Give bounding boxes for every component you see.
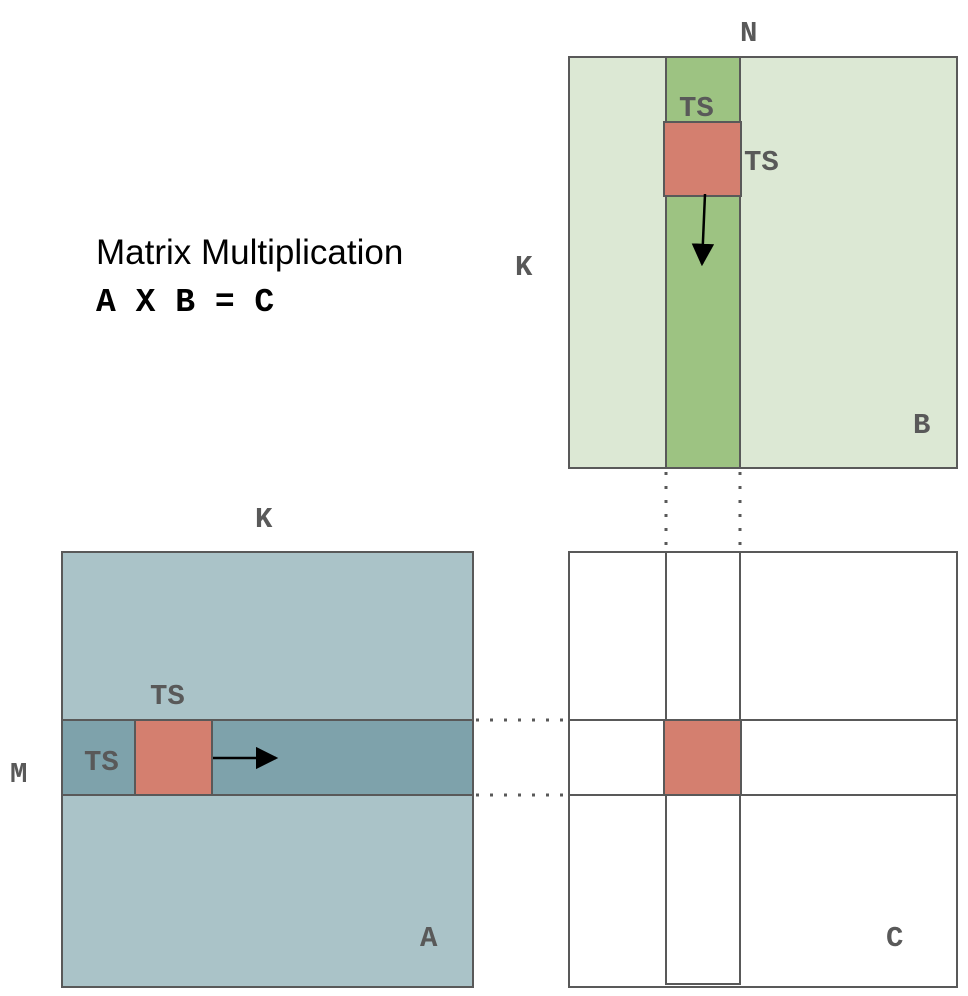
matrix-b-name-label: B	[913, 409, 930, 442]
matrix-b-tile	[663, 121, 742, 197]
matrix-b-direction-arrow	[691, 193, 715, 267]
matrix-a-tile-top-label: TS	[150, 680, 185, 713]
matrix-a-tile-left-label: TS	[84, 746, 119, 779]
matrix-b-tile-right-label: TS	[744, 146, 779, 179]
matrix-b-tile-top-label: TS	[679, 92, 714, 125]
matrix-a-name-label: A	[420, 922, 438, 955]
matrix-b-left-dim-label: K	[515, 251, 533, 284]
matrix-b-top-dim-label: N	[740, 17, 757, 50]
matrix-c-name-label: C	[886, 922, 903, 955]
matrix-b: N K TS TS B	[515, 17, 958, 469]
diagram-title: Matrix Multiplication	[96, 233, 403, 272]
matrix-b-body	[568, 56, 958, 469]
matrix-a-tile	[134, 719, 213, 796]
matrix-a: K M TS TS A	[10, 503, 474, 988]
diagram-formula: A X B = C	[96, 284, 274, 321]
matrix-a-top-dim-label: K	[255, 503, 273, 536]
matrix-c-result-tile	[663, 719, 742, 796]
matrix-c-body	[568, 551, 958, 988]
matrix-a-left-dim-label: M	[10, 758, 27, 791]
matrix-c: C	[568, 551, 958, 988]
